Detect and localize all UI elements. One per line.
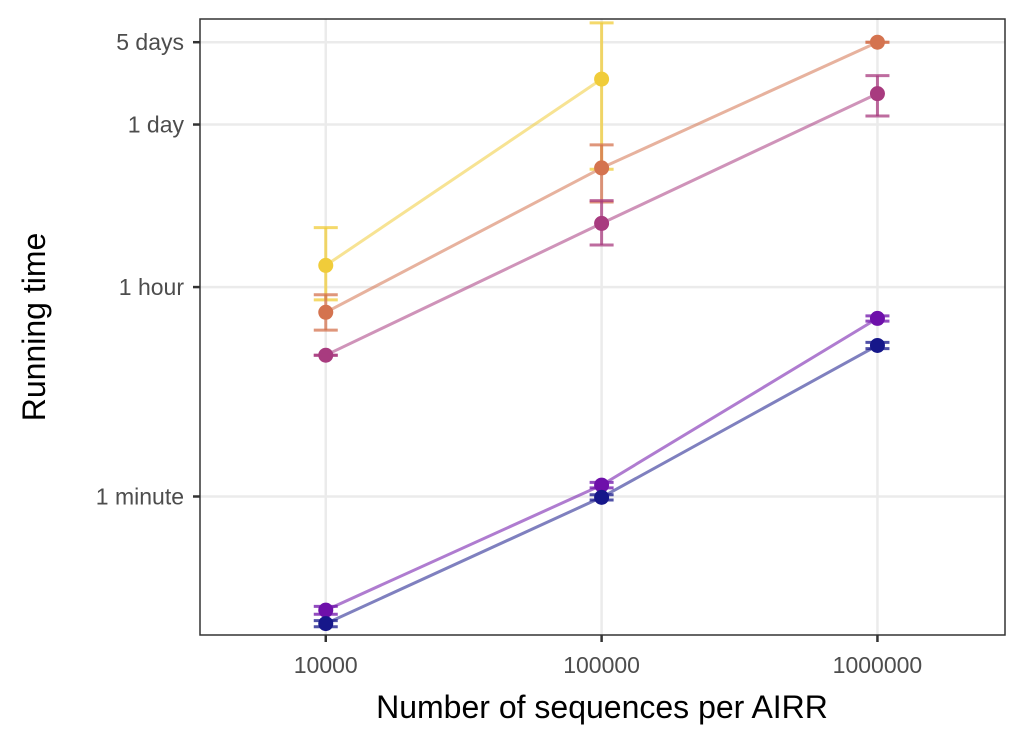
series-5-point [318, 616, 334, 632]
y-tick-label: 1 minute [96, 483, 184, 509]
series-1-point [594, 71, 610, 87]
x-axis-title: Number of sequences per AIRR [376, 689, 828, 725]
x-tick-label: 100000 [563, 652, 640, 678]
y-axis-title: Running time [16, 233, 52, 422]
series-2-point [869, 34, 885, 50]
series-1-line [324, 77, 603, 267]
series-4-point [318, 602, 334, 618]
x-tick-label: 1000000 [833, 652, 923, 678]
y-tick-label: 1 day [128, 112, 185, 138]
series-layer [313, 21, 890, 632]
series-3-point [869, 86, 885, 102]
series-3-point [594, 215, 610, 231]
series-5-point [869, 337, 885, 353]
series-3-point [318, 347, 334, 363]
series-1-point [318, 257, 334, 273]
series-4-point [869, 310, 885, 326]
series-4-point [594, 477, 610, 493]
series-5-point [594, 489, 610, 505]
x-tick-label: 10000 [294, 652, 358, 678]
y-tick-label: 5 days [116, 29, 184, 55]
y-tick-label: 1 hour [119, 274, 185, 300]
series-2-point [318, 304, 334, 320]
series-2-point [594, 160, 610, 176]
axes: 10000 100000 1000000 1 minute 1 hour 1 day 5 d… [96, 29, 922, 678]
